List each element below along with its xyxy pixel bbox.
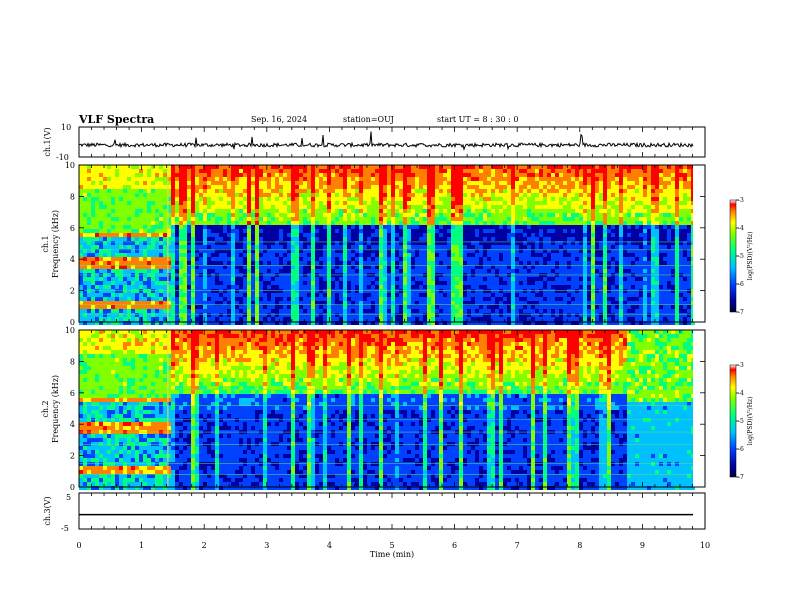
- ch3-waveform-panel: 5 -5 ch.3(V) 0 1 2 3 4 5 6 7 8 9 10 Time (min): [43, 127, 710, 559]
- x-tick-label: 0: [76, 541, 81, 550]
- ch3-ytick-top: 5: [66, 493, 71, 502]
- colorbar-tick-label: -3: [738, 362, 744, 369]
- x-tick-label: 9: [640, 541, 645, 550]
- colorbar-tick-label: -5: [738, 253, 744, 260]
- colorbar-tick-label: -4: [738, 390, 744, 397]
- colorbar-tick-label: -3: [738, 197, 744, 204]
- ch1-ytick-bottom: -10: [56, 153, 69, 162]
- spectrogram-ytick-label: 10: [65, 326, 75, 335]
- colorbar-tick-label: -5: [738, 418, 744, 425]
- x-tick-label: 6: [452, 541, 457, 550]
- spectrogram-ytick-label: 4: [70, 420, 75, 429]
- ch1-spectrogram-ylabel-channel: ch.1: [41, 235, 50, 252]
- header-date: Sep. 16, 2024: [251, 115, 307, 124]
- ch1-waveform-ylabel: ch.1(V): [43, 127, 52, 156]
- ch2-spectrogram-image: [79, 330, 705, 490]
- spectrogram-ytick-label: 4: [70, 255, 75, 264]
- spectrogram-ytick-label: 6: [70, 224, 75, 233]
- colorbar-tick-label: -6: [738, 446, 744, 453]
- ch2-colorbar-label: log(PSD)(V²/Hz): [747, 397, 754, 446]
- ch1-colorbar: [729, 199, 737, 313]
- spectrogram-ytick-label: 10: [65, 161, 75, 170]
- x-tick-label: 3: [264, 541, 269, 550]
- colorbar-tick-label: -7: [738, 474, 744, 481]
- ch1-waveform-panel: 10 -10 ch.1(V): [43, 123, 706, 162]
- ch3-waveform-ylabel: ch.3(V): [43, 496, 52, 525]
- spectrogram-ytick-label: 0: [70, 318, 75, 327]
- spectrogram-ytick-label: 8: [70, 192, 75, 201]
- x-tick-label: 7: [515, 541, 520, 550]
- header-station: station=OUJ: [343, 115, 394, 124]
- colorbar-tick-label: -4: [738, 225, 744, 232]
- spectrogram-ytick-label: 2: [70, 452, 75, 461]
- x-tick-label: 4: [327, 541, 332, 550]
- ch1-ytick-top: 10: [61, 123, 71, 132]
- ch2-spectrogram-ylabel-frequency: Frequency (kHz): [51, 375, 60, 443]
- ch2-spectrogram-ylabel-channel: ch.2: [41, 400, 50, 417]
- x-axis-label: Time (min): [370, 550, 414, 559]
- ch1-spectrogram-image: [79, 165, 705, 325]
- x-tick-label: 10: [700, 541, 710, 550]
- spectrogram-ytick-label: 2: [70, 287, 75, 296]
- colorbar-tick-label: -6: [738, 281, 744, 288]
- ch1-waveform-line: [78, 131, 694, 152]
- spectrogram-ytick-label: 0: [70, 483, 75, 492]
- x-tick-label: 1: [139, 541, 144, 550]
- ch1-spectrogram-ylabel-frequency: Frequency (kHz): [51, 210, 60, 278]
- ch1-colorbar-label: log(PSD)(V²/Hz): [747, 232, 754, 281]
- colorbar-tick-label: -7: [738, 309, 744, 316]
- ch2-colorbar: [729, 364, 737, 478]
- x-tick-label: 2: [202, 541, 207, 550]
- x-tick-label: 5: [389, 541, 394, 550]
- spectrogram-ytick-label: 6: [70, 389, 75, 398]
- spectrogram-ytick-label: 8: [70, 357, 75, 366]
- ch3-waveform-frame: [78, 492, 706, 530]
- figure-title: VLF Spectra: [78, 113, 154, 126]
- x-tick-label: 8: [577, 541, 582, 550]
- header-start-ut: start UT = 8 : 30 : 0: [437, 115, 518, 124]
- ch3-ytick-bottom: -5: [61, 524, 69, 533]
